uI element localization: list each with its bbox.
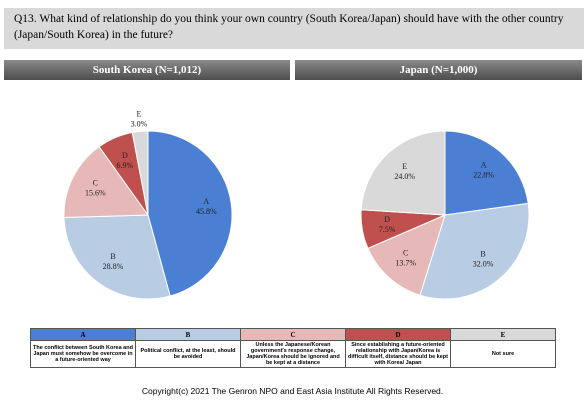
slice-category: B bbox=[480, 250, 485, 259]
pie-slice bbox=[360, 130, 446, 216]
pie-slice bbox=[367, 214, 446, 296]
legend-header: A bbox=[30, 328, 136, 341]
pie-slice bbox=[63, 146, 149, 219]
slice-category: D bbox=[384, 215, 390, 224]
pie-slice bbox=[147, 130, 233, 297]
slice-value-label: 32.0% bbox=[473, 260, 494, 269]
slice-category: A bbox=[481, 160, 487, 169]
slice-value-label: 3.0% bbox=[131, 119, 148, 128]
slice-category: B bbox=[110, 252, 115, 261]
slice-value-label: 28.8% bbox=[103, 262, 124, 271]
slice-value-label: 45.8% bbox=[196, 207, 217, 216]
slice-value-label: 7.5% bbox=[379, 225, 396, 234]
chart-title: South Korea (N=1,012) bbox=[4, 60, 290, 80]
pie-slice bbox=[444, 130, 529, 216]
legend-table: A B C D E The conflict between South Korea an… bbox=[30, 328, 556, 368]
copyright: Copyright(c) 2021 The Genron NPO and Eas… bbox=[141, 386, 444, 396]
slice-category: C bbox=[93, 179, 98, 188]
pie-slice bbox=[63, 214, 171, 300]
legend-description: Not sure bbox=[450, 340, 556, 368]
slice-category: E bbox=[402, 162, 407, 171]
legend-description: Unless the Japanese/Korean government's … bbox=[240, 340, 346, 368]
slice-value-label: 13.7% bbox=[395, 259, 416, 268]
legend-header: E bbox=[450, 328, 556, 341]
charts: A45.8%B28.8%C15.6%D6.9%E3.0%A22.8%B32.0%… bbox=[63, 109, 530, 300]
legend-description: Since establishing a future-oriented rel… bbox=[345, 340, 451, 368]
legend-description: The conflict between South Korea and Jap… bbox=[30, 340, 136, 368]
legend-header: D bbox=[345, 328, 451, 341]
chart-title: Japan (N=1,000) bbox=[295, 60, 582, 80]
legend-header: B bbox=[135, 328, 241, 341]
question: Q13. What kind of relationship do you th… bbox=[4, 8, 584, 49]
pie-slice bbox=[131, 130, 149, 216]
slice-value-label: 24.0% bbox=[394, 172, 415, 181]
slice-category: E bbox=[137, 109, 142, 118]
legend-description: Political conflict, at the least, should… bbox=[135, 340, 241, 368]
slice-value-label: 15.6% bbox=[85, 189, 106, 198]
slice-value-label: 22.8% bbox=[473, 170, 494, 179]
slice-category: A bbox=[203, 197, 209, 206]
slice-category: C bbox=[403, 249, 408, 258]
slice-value-label: 6.9% bbox=[117, 161, 134, 170]
pie-slice bbox=[419, 202, 530, 300]
legend-header: C bbox=[240, 328, 346, 341]
slice-category: D bbox=[122, 151, 128, 160]
